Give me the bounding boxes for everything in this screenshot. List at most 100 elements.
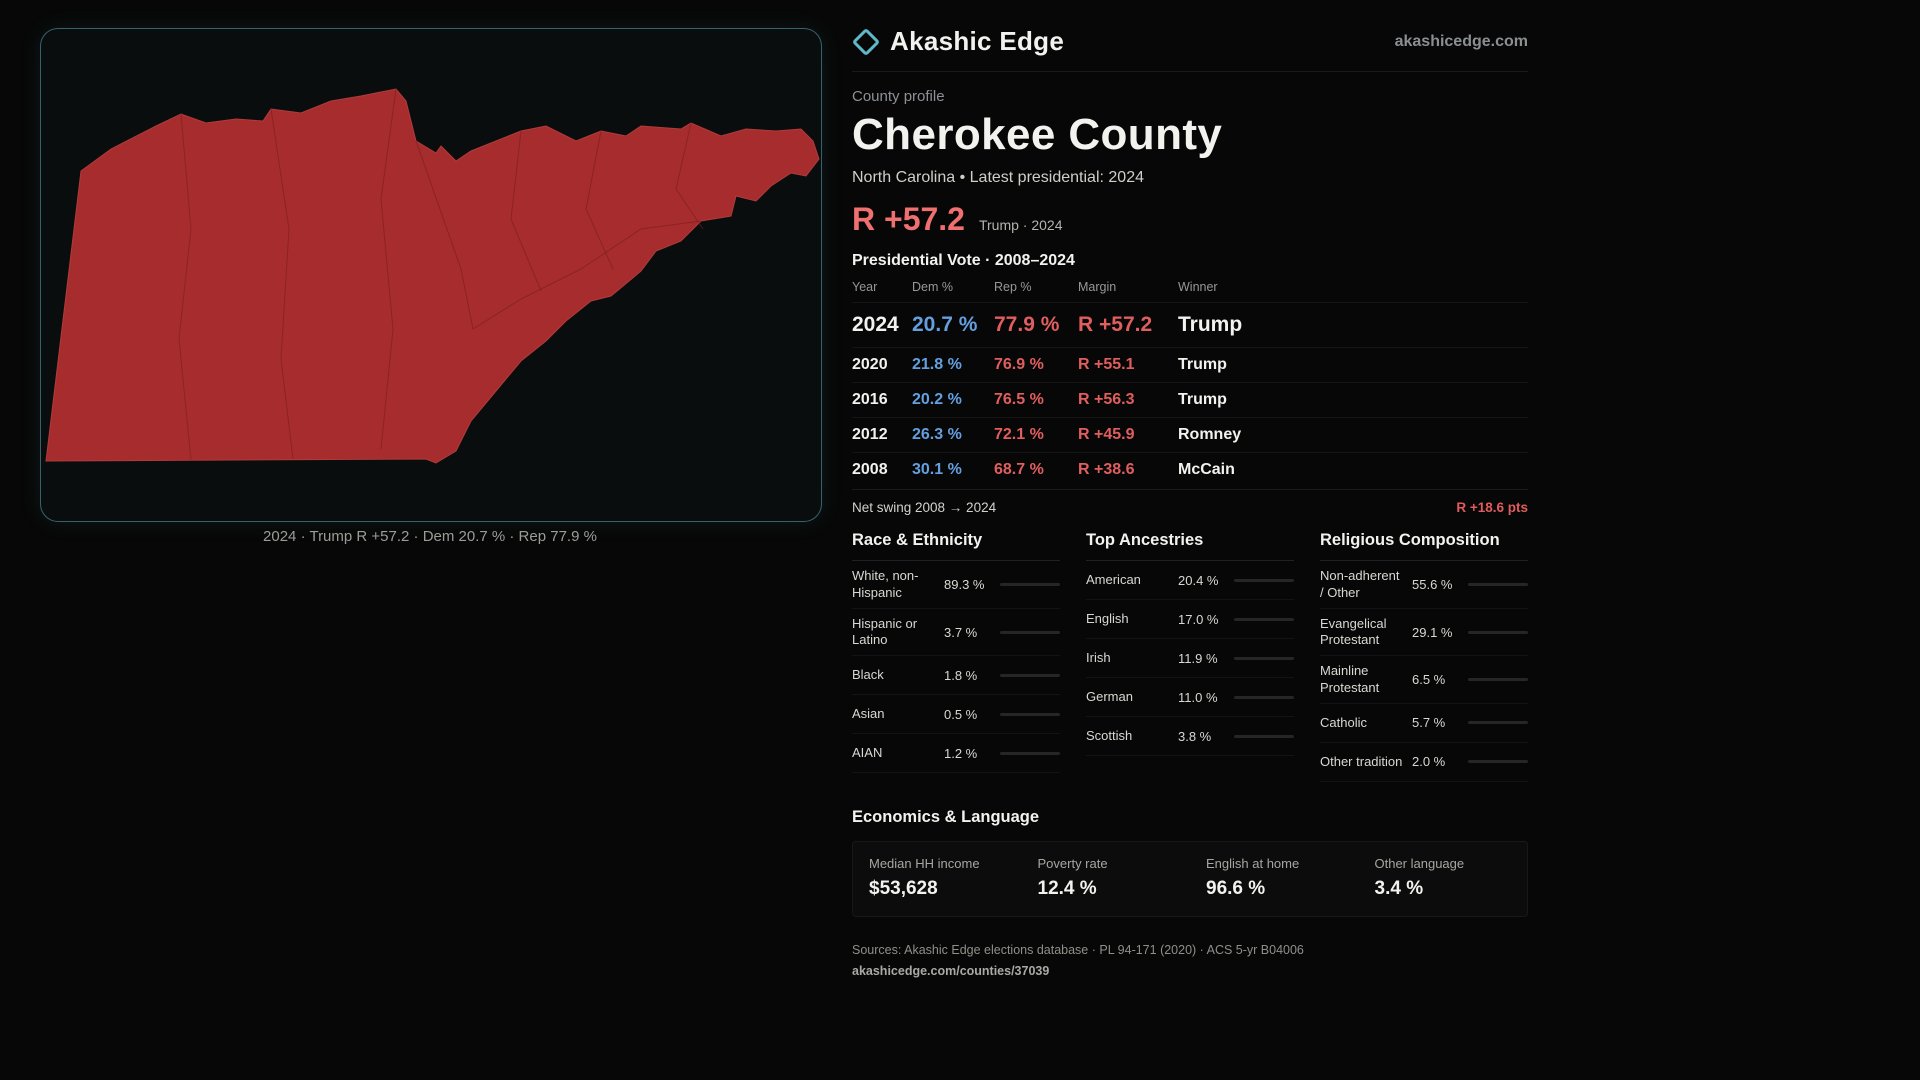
stat-row: Catholic 5.7 % [1320,704,1528,743]
stat-row: Non-adherent / Other 55.6 % [1320,561,1528,609]
stat-bar [1468,583,1528,587]
stat-bar [1000,673,1060,677]
section-title: Race & Ethnicity [852,531,1060,562]
econ-stat: English at home 96.6 % [1190,856,1359,900]
stat-bar [1234,695,1294,699]
margin-context: Trump · 2024 [978,217,1063,234]
stat-row: English 17.0 % [1086,600,1294,640]
stat-bar [1234,656,1294,660]
map-panel [40,28,822,522]
column-header-dem: Dem % [912,280,953,295]
winner-cell: Trump [1178,391,1227,409]
year-cell: 2020 [852,356,888,374]
stat-bar [1468,721,1528,725]
stat-value: 5.7 % [1412,715,1446,731]
site-domain-link[interactable]: akashicedge.com [1394,32,1528,50]
net-swing-value: R +18.6 pts [1456,500,1528,516]
stat-value: 11.9 % [1178,650,1218,666]
stat-value: 29.1 % [1412,624,1453,640]
winner-cell: Romney [1178,426,1242,444]
econ-stat-value: 96.6 % [1206,877,1266,899]
stat-value: 55.6 % [1412,577,1453,593]
stat-label: Other tradition [1320,753,1403,769]
rep-cell: 72.1 % [994,426,1044,444]
county-shape [45,88,820,464]
vote-table: Year Dem % Rep % Margin Winner 2024 20.7… [852,270,1528,487]
column-header-rep: Rep % [994,280,1032,295]
kicker: County profile [852,88,945,105]
table-row: 2012 26.3 % 72.1 % R +45.9 Romney [852,417,1528,452]
stat-label: Irish [1086,650,1111,666]
dem-cell: 21.8 % [912,356,962,374]
rep-cell: 76.5 % [994,391,1044,409]
margin-cell: R +45.9 [1078,426,1135,444]
dem-cell: 26.3 % [912,426,962,444]
stat-label: Asian [852,706,885,722]
column-header-winner: Winner [1178,280,1218,295]
profile-panel: Akashic Edge akashicedge.com County prof… [851,26,1528,978]
economics-title: Economics & Language [852,807,1040,826]
winner-cell: Trump [1178,313,1243,337]
econ-stat-value: 12.4 % [1037,877,1097,899]
margin-cell: R +38.6 [1078,461,1135,479]
stat-value: 6.5 % [1412,672,1446,688]
stat-label: Mainline Protestant [1320,663,1380,695]
margin-cell: R +56.3 [1078,391,1135,409]
stat-value: 20.4 % [1178,572,1219,588]
stat-label: Non-adherent / Other [1320,568,1400,600]
sources-text: Sources: Akashic Edge elections database… [852,942,1304,957]
stat-bar [1000,583,1060,587]
stat-value: 89.3 % [944,577,985,593]
econ-stat: Other language 3.4 % [1359,856,1528,900]
permalink-link[interactable]: akashicedge.com/counties/37039 [852,963,1050,978]
year-cell: 2016 [852,391,888,409]
section-title: Religious Composition [1320,531,1528,562]
brand: Akashic Edge [851,26,1064,57]
net-swing-row: Net swing 2008 → 2024 R +18.6 pts [852,489,1528,527]
demographics-columns: Race & Ethnicity White, non-Hispanic 89.… [852,531,1528,782]
stat-bar [1234,578,1294,582]
site-header: Akashic Edge akashicedge.com [851,26,1528,72]
winner-cell: McCain [1178,461,1235,479]
stat-row: Evangelical Protestant 29.1 % [1320,609,1528,657]
stat-row: Irish 11.9 % [1086,639,1294,679]
stat-value: 11.0 % [1178,689,1218,705]
stat-bar [1234,617,1294,621]
stat-row: Asian 0.5 % [852,695,1060,735]
stat-value: 1.8 % [944,667,978,683]
stat-row: AIAN 1.2 % [852,734,1060,774]
section-title: Top Ancestries [1086,531,1294,562]
year-cell: 2012 [852,426,888,444]
stat-value: 1.2 % [944,745,978,761]
stat-value: 3.8 % [1178,728,1212,744]
stat-label: Black [852,667,884,683]
econ-stat-label: Poverty rate [1037,855,1108,871]
stat-bar [1234,734,1294,738]
vote-table-header: Year Dem % Rep % Margin Winner [852,270,1528,302]
margin-headline: R +57.2 Trump · 2024 [852,201,1528,238]
table-row: 2024 20.7 % 77.9 % R +57.2 Trump [852,302,1528,347]
stat-label: White, non-Hispanic [852,568,919,600]
table-row: 2016 20.2 % 76.5 % R +56.3 Trump [852,382,1528,417]
stat-label: German [1086,689,1133,705]
stat-row: Hispanic or Latino 3.7 % [852,609,1060,657]
rep-cell: 77.9 % [994,313,1060,337]
econ-stat: Median HH income $53,628 [853,856,1022,900]
stat-label: Catholic [1320,714,1367,730]
margin-value: R +57.2 [852,201,965,238]
stat-row: American 20.4 % [1086,561,1294,601]
stat-label: Evangelical Protestant [1320,615,1387,648]
diamond-logo-icon [851,27,881,56]
stat-bar [1468,678,1528,682]
rep-cell: 76.9 % [994,356,1044,374]
dem-cell: 20.7 % [912,313,978,337]
stat-label: English [1086,611,1129,627]
year-cell: 2008 [852,461,888,479]
econ-stat: Poverty rate 12.4 % [1022,856,1191,900]
stat-bar [1000,712,1060,716]
stat-value: 3.7 % [944,624,978,640]
stat-value: 17.0 % [1178,611,1219,627]
econ-stat-label: English at home [1206,855,1300,871]
stat-row: Black 1.8 % [852,656,1060,696]
